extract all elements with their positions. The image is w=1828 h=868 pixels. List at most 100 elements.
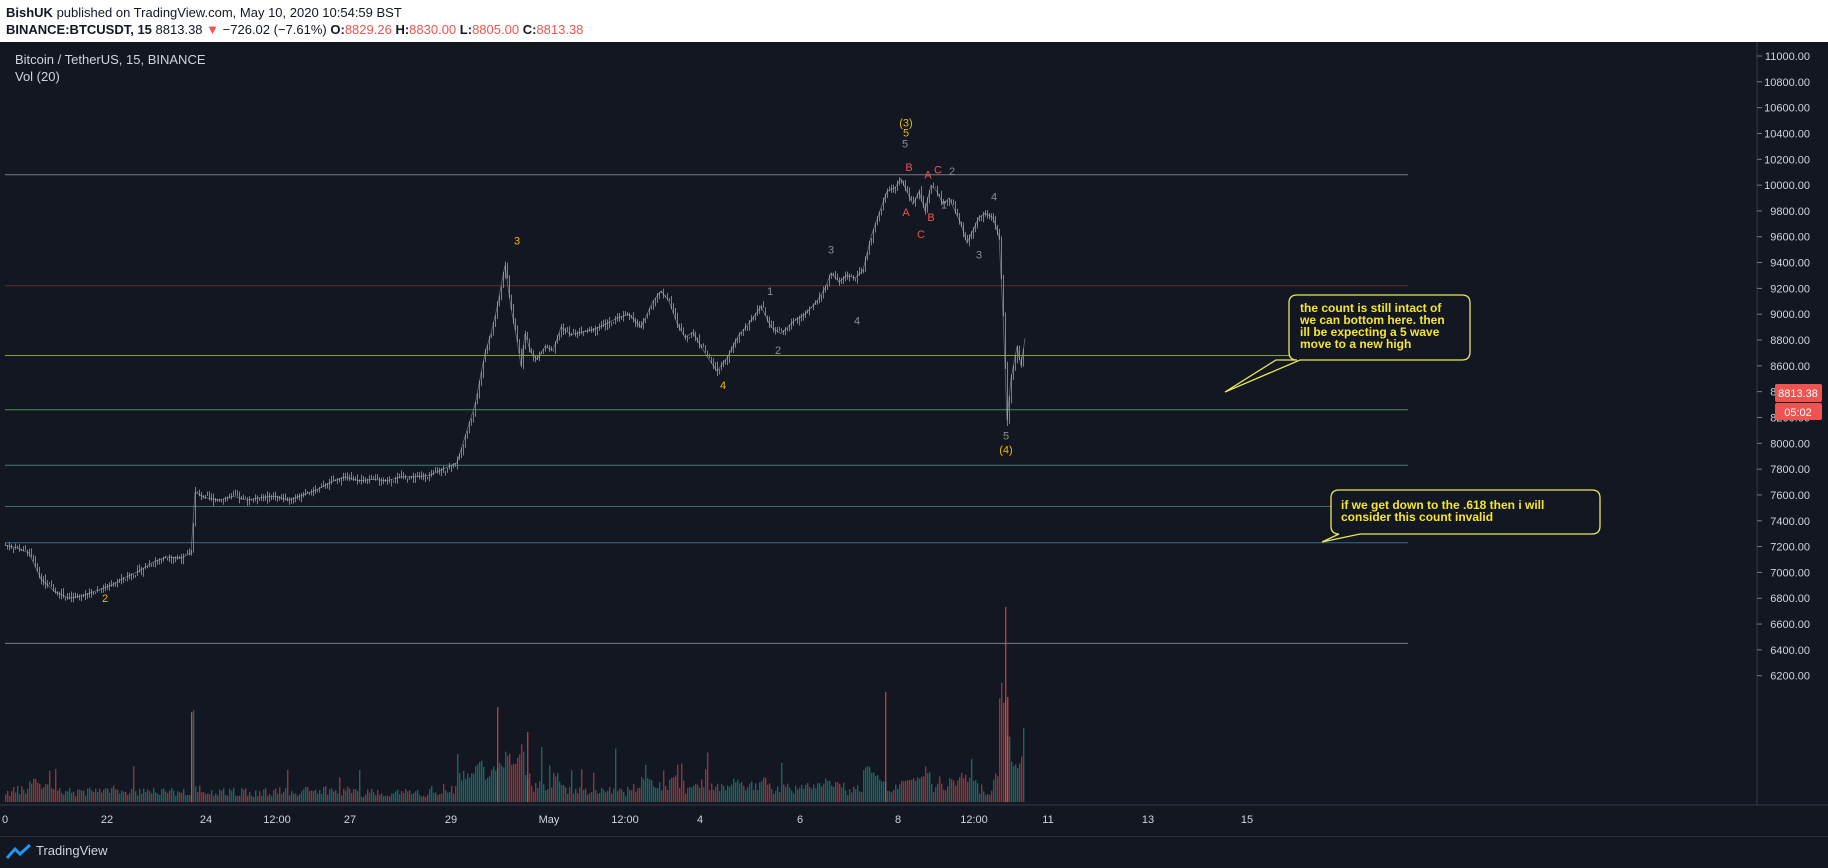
price-tick-label: 8600.00 [1770,361,1810,373]
volume-bar [359,770,361,802]
volume-bar [1011,761,1013,802]
volume-bar [355,789,357,802]
volume-bar [897,789,899,802]
volume-bar [685,793,687,802]
volume-bar [881,781,883,802]
volume-bar [553,772,555,802]
volume-bar [459,772,461,802]
volume-spike [1005,607,1007,802]
wave-label: A [902,207,910,219]
volume-bar [109,792,111,802]
volume-bar [529,773,531,802]
volume-bar [821,786,823,802]
volume-bar [871,772,873,802]
volume-bar [433,792,435,802]
volume-bar [451,785,453,802]
volume-bar [253,796,255,802]
volume-bar [49,770,51,802]
price-tick-label: 6200.00 [1770,671,1810,683]
author-name[interactable]: BishUK [6,5,53,20]
callout-line: if we get down to the .618 then i will [1341,498,1544,512]
volume-bar [189,794,191,802]
volume-bar [491,769,493,802]
volume-bar [977,783,979,802]
high-value: 8830.00 [409,22,457,37]
volume-bar [769,783,771,802]
time-tick-label: 24 [200,814,212,826]
volume-bar [13,787,15,802]
volume-bar [269,794,271,802]
volume-bar [563,785,565,802]
volume-bar [985,794,987,802]
tradingview-logo[interactable]: TradingView [5,843,108,860]
volume-bar [77,789,79,802]
volume-bar [421,796,423,802]
volume-bar [247,795,249,802]
volume-bar [95,788,97,802]
price-axis[interactable]: 6200.00 6400.00 6600.00 6800.00 7000.00 7200.… [1757,51,1810,683]
volume-spike [527,732,529,802]
volume-bar [249,791,251,802]
volume-bar [187,795,189,802]
volume-bar [591,792,593,802]
volume-bar [211,790,213,802]
volume-bar [817,783,819,802]
volume-bar [727,785,729,802]
volume-bar [375,795,377,802]
volume-bar [963,778,965,802]
wave-label: B [905,162,912,174]
legend-title: Bitcoin / TetherUS, 15, BINANCE [15,52,206,67]
volume-bar [725,790,727,802]
volume-bar [961,772,963,802]
volume-bar [533,791,535,802]
volume-bar [23,789,25,802]
symbol-label: BINANCE:BTCUSDT, 15 [6,22,152,37]
volume-bar [41,788,43,802]
volume-bar [149,790,151,802]
callout-bottom-here[interactable]: the count is still intact of we can bott… [1224,294,1471,393]
volume-bar [579,787,581,802]
volume-bar [441,793,443,802]
time-tick-label: May [539,814,560,826]
volume-bar [437,795,439,802]
volume-bar [199,785,201,802]
volume-bar [263,789,265,802]
volume-bar [59,788,61,802]
volume-bar [383,796,385,802]
volume-bar [17,785,19,802]
time-tick-label: 8 [895,814,901,826]
wave-label: C [934,164,942,176]
volume-bar [569,787,571,802]
volume-bar [159,794,161,802]
volume-bar [99,788,101,802]
volume-bar [295,793,297,802]
volume-bar [63,794,65,802]
volume-bar [671,777,673,802]
price-tick-label: 10800.00 [1764,77,1810,89]
volume-bar [223,788,225,802]
callout-invalidation[interactable]: if we get down to the .618 then i will c… [1321,489,1601,543]
volume-bar [795,785,797,802]
volume-bar [987,794,989,802]
price-tick-label: 6600.00 [1770,619,1810,631]
volume-bar [341,795,343,802]
volume-bar [777,786,779,802]
volume-bar [377,789,379,802]
volume-bar [141,793,143,802]
volume-bar [345,790,347,802]
volume-bar [709,790,711,802]
volume-bar [811,788,813,802]
volume-bar [765,777,767,802]
volume-bar [425,797,427,802]
price-change: −726.02 (−7.61%) [222,22,327,37]
volume-bar [697,784,699,802]
time-axis[interactable]: 0 22 24 12:00 27 29 May 12:00 4 6 8 12:00 11 13 15 [2,814,1253,826]
low-label: L: [459,22,473,37]
volume-bar [925,766,927,802]
volume-bar [993,779,995,802]
wave-label: 5 [1003,430,1009,442]
volume-bar [243,789,245,802]
tradingview-logo-icon [5,843,32,859]
volume-bar [745,790,747,802]
